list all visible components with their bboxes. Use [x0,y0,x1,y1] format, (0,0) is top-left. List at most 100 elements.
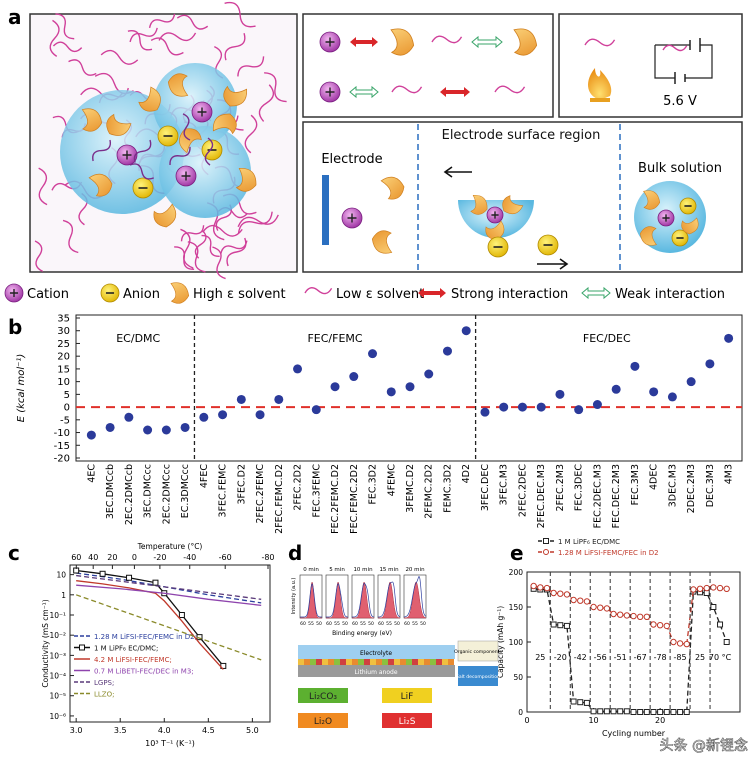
sei-grain [304,659,310,665]
segment-label: -56 [594,653,607,662]
low-e-solvent [49,19,60,57]
sei-grain [406,659,412,665]
low-e-solvent [133,139,152,163]
compound-label: Li₂CO₃ [309,692,337,702]
group-label: FEC/FEMC [307,332,362,345]
y-tick-label: 10⁻⁴ [49,672,66,681]
data-point [349,372,359,382]
low-e-solvent [391,85,423,94]
sei-grain [298,659,304,665]
point-marker [597,604,604,611]
data-point [255,410,265,420]
low-e-solvent [158,32,197,42]
legend-text: Cation [27,287,69,302]
data-point [330,382,340,392]
electrode-plate [322,175,329,245]
segment-label: 25 [535,653,545,662]
data-point [630,361,640,371]
low-e-solvent [244,114,258,154]
top-tick-label: 20 [107,553,117,562]
y-axis-label: E (kcal mol⁻¹) [16,354,27,423]
high-e-solvent [371,230,393,254]
series-line [76,584,262,607]
point-marker [610,708,617,715]
data-point [143,425,153,435]
low-e-solvent [237,211,273,234]
y-tick-label: 0 [64,403,70,414]
point-marker [690,586,697,593]
xps-peak [351,581,375,619]
point-marker [590,603,597,611]
y-axis-label: Capacity (mAh g⁻¹) [496,606,505,678]
low-e-solvent [62,219,79,254]
x-tick-label: 4.5 [202,726,215,735]
sei-grain [346,659,352,665]
xps-tick-label: 50 [368,621,374,627]
high-e-solvent [153,203,177,228]
data-point [649,387,659,397]
data-point [161,425,171,435]
point-marker [637,709,644,715]
segment-label: 70 °C [709,653,732,662]
point-marker [126,574,133,581]
time-label: 20 min [405,567,425,573]
burner [590,98,610,102]
legend-text: Strong interaction [451,287,568,302]
top-tick-label: -40 [183,553,196,562]
electrode-label: Electrode [321,152,382,167]
panel-label: d [288,541,302,565]
xps-tick-label: 55 [386,621,392,627]
layer-label: Lithium anode [354,669,397,676]
point-marker [617,708,624,715]
point-marker [583,699,590,706]
legend-label: 1.28 M LiFSI-FEC/FEMC in D2; [94,633,197,641]
x-tick-label: 2FEC.2D2 [293,464,304,511]
compound-box [382,713,432,728]
point-marker [656,622,664,629]
x-tick-label: 2FEMC.2D2 [424,464,435,519]
xps-fit [403,576,427,618]
low-e-solvent [174,246,195,270]
x-tick-label: 2FEC.2FEMC [255,464,266,524]
series-line [75,594,262,661]
low-e-solvent [129,163,154,180]
data-point [517,402,527,412]
top-tick-label: -80 [261,553,274,562]
time-label: 15 min [379,567,399,573]
legend-marker [79,644,85,651]
y-tick-label: 25 [57,339,70,350]
high-e-solvent [88,173,113,197]
plus-sign [325,37,335,47]
data-point [293,364,303,374]
sei-grain [418,659,424,665]
sei-grain [442,659,448,665]
x-tick-label: 3EC.DMCcb [105,464,116,519]
battery [674,38,701,84]
legend-label: 1 M LiPF₆ EC/DMC; [94,645,158,653]
panel-label: b [8,315,22,339]
point-marker [630,709,637,715]
x-tick-label: 3FEC.D2 [236,464,247,505]
panel-label: e [510,541,524,565]
y-tick-label: 10⁻³ [49,651,66,660]
sei-grain [424,659,430,665]
sei-grain [388,659,394,665]
xps-peak [403,581,427,619]
low-e-solvent [148,13,176,29]
layer-label: Electrolyte [360,650,392,657]
low-e-solvent [494,85,526,94]
group-label: FEC/DEC [583,332,631,345]
series-line [76,574,262,600]
y-tick-label: -15 [54,441,70,452]
low-e-solvent [584,38,616,47]
x-tick-label: 2FEC.DEC.M3 [536,464,547,528]
point-marker [696,585,704,592]
data-point [667,392,677,402]
xps-fit [377,581,401,618]
point-marker [683,640,690,648]
sei-grain [352,659,358,665]
point-marker [683,709,690,715]
data-point [274,394,284,404]
low-e-solvent [264,72,287,103]
